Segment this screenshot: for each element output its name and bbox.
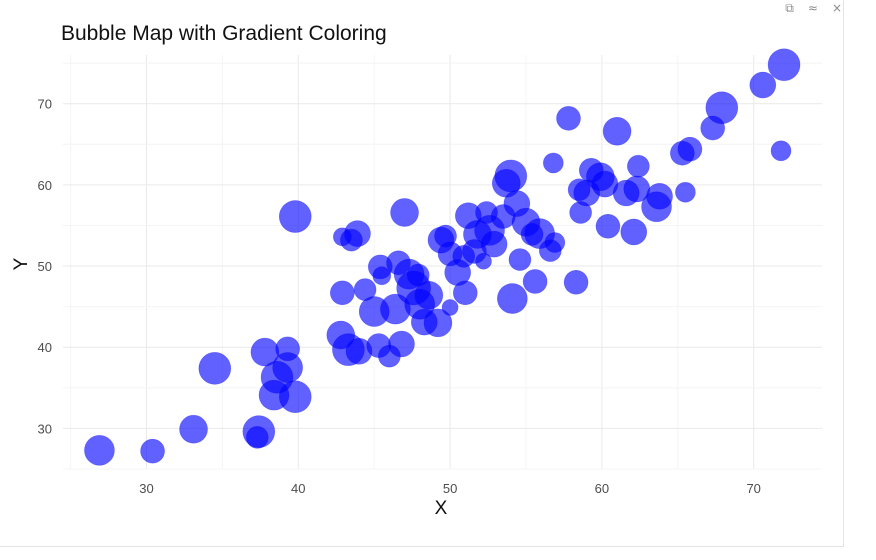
y-tick-label: 40 xyxy=(38,340,52,355)
bubble-point xyxy=(602,117,632,146)
bubble-point xyxy=(423,308,453,338)
bubble-point xyxy=(330,280,355,306)
bubble-point xyxy=(749,71,777,99)
bubble-point xyxy=(677,136,703,162)
bubble-point xyxy=(140,438,165,464)
bubble-point xyxy=(372,266,392,286)
copy-icon[interactable]: ⧉ xyxy=(785,1,794,15)
bubble-point xyxy=(246,426,269,449)
bubble-point xyxy=(563,269,589,295)
bubble-point xyxy=(497,283,528,314)
bubble-point xyxy=(646,182,673,210)
x-tick-label: 50 xyxy=(443,481,457,496)
tick-labels: 30 40 50 60 70 30 40 50 60 70 xyxy=(38,97,761,496)
bubble-point xyxy=(406,263,430,287)
bubble-point xyxy=(705,91,739,125)
bubble-point xyxy=(344,220,371,247)
bubble-point xyxy=(675,181,696,203)
bubble-point xyxy=(544,232,566,253)
bubble-point xyxy=(543,152,564,174)
bubble-point xyxy=(475,252,492,270)
x-tick-label: 40 xyxy=(291,481,305,496)
close-icon[interactable]: × xyxy=(831,1,842,15)
bubble-point xyxy=(508,248,532,271)
x-tick-label: 30 xyxy=(139,481,153,496)
bubble-point xyxy=(278,200,312,233)
bubble-point xyxy=(494,159,528,193)
x-tick-label: 60 xyxy=(595,481,609,496)
x-axis-label: X xyxy=(435,498,448,519)
y-tick-label: 70 xyxy=(38,97,52,112)
bubble-point xyxy=(627,154,650,178)
bubble-point xyxy=(480,230,508,258)
bubble-point xyxy=(522,269,548,294)
bubble-point xyxy=(414,280,444,310)
bubbles xyxy=(84,48,801,466)
x-tick-label: 70 xyxy=(746,481,760,496)
bubble-point xyxy=(179,414,208,444)
bubble-point xyxy=(452,280,478,306)
bubble-point xyxy=(272,352,303,383)
bubble-point xyxy=(770,140,792,162)
chart-title: Bubble Map with Gradient Coloring xyxy=(61,22,387,45)
window-controls: ⧉ ≈ × xyxy=(785,0,842,16)
y-tick-label: 30 xyxy=(38,421,52,436)
bubble-point xyxy=(767,48,801,82)
bubble-point xyxy=(198,352,232,385)
collapse-icon[interactable]: ≈ xyxy=(807,1,818,15)
bubble-point xyxy=(388,330,415,358)
bubble-point xyxy=(84,435,115,466)
bubble-point xyxy=(390,198,419,227)
bubble-point xyxy=(620,218,648,246)
bubble-point xyxy=(441,299,459,316)
bubble-point xyxy=(278,380,312,414)
bubble-point xyxy=(595,213,621,239)
bubble-point xyxy=(556,106,581,131)
y-tick-label: 50 xyxy=(38,259,52,274)
y-axis-label: Y xyxy=(11,257,32,270)
y-tick-label: 60 xyxy=(38,178,52,193)
